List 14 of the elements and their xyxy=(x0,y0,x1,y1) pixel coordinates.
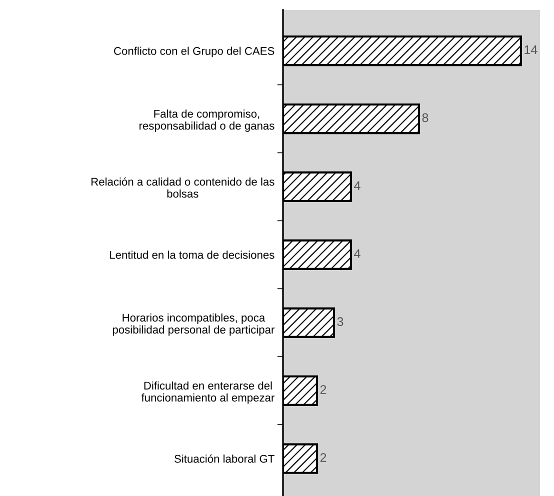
data-label: 14 xyxy=(524,45,538,54)
data-label: 2 xyxy=(320,453,326,462)
y-tick-label: Situación laboral GT xyxy=(174,454,274,463)
y-tick-label: Dificultad en enterarse del funcionamiento al empezar xyxy=(141,381,274,404)
y-tick-label: Falta de compromiso, responsabilidad o de ganas xyxy=(140,110,274,132)
data-label: 4 xyxy=(354,249,360,258)
y-tick-label: Relación a calidad o contenido de las bolsas xyxy=(92,177,274,198)
y-tick-label: Conflicto con el Grupo del CAES xyxy=(114,46,274,58)
data-label: 2 xyxy=(320,385,326,394)
data-label: 4 xyxy=(354,181,360,190)
data-label: 8 xyxy=(422,113,428,122)
data-label: 3 xyxy=(337,317,344,326)
y-tick-label: Lentitud en la toma de decisiones xyxy=(110,250,274,259)
y-tick-label: Horarios incompatibles, poca posibilidad personal de participar xyxy=(112,313,274,336)
